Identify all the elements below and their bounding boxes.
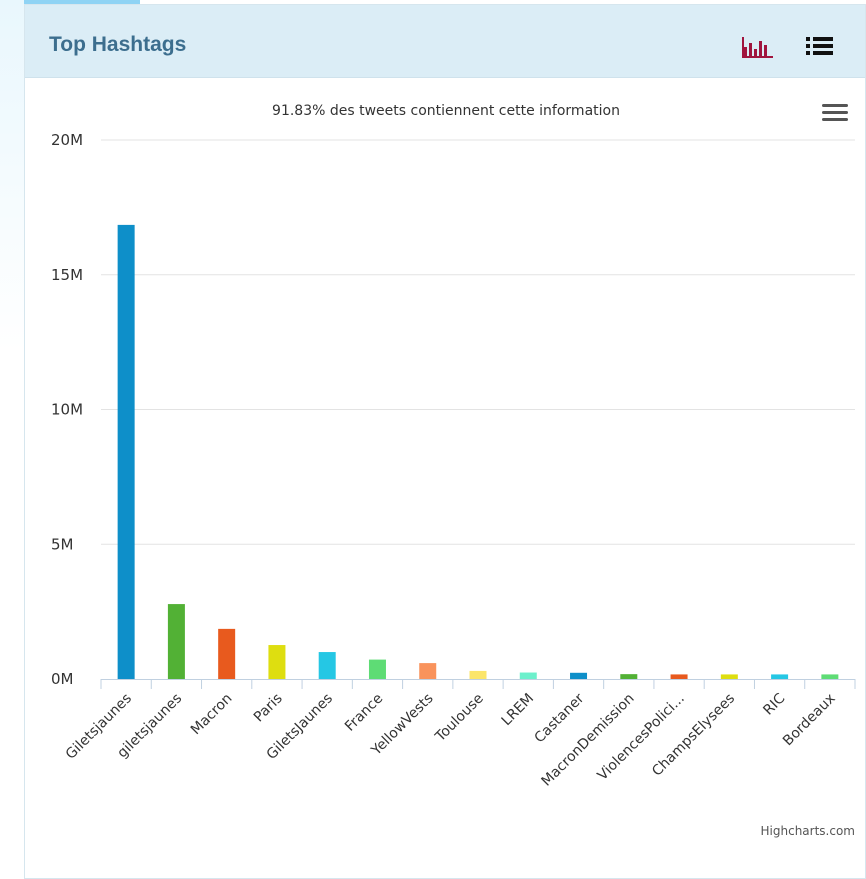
x-tick-label: ViolencesPolici...	[595, 691, 688, 784]
bar	[368, 659, 386, 679]
bar	[268, 645, 286, 679]
y-tick-label: 10M	[51, 401, 83, 419]
bar	[771, 674, 789, 679]
x-tick-label: MacronDemission	[539, 691, 638, 790]
x-tick-label: Macron	[188, 691, 236, 739]
top-hashtags-panel: Top Hashtags 91.83% de	[24, 4, 866, 879]
bar	[318, 652, 336, 679]
list-view-icon[interactable]	[805, 35, 835, 63]
chart-menu-icon[interactable]	[821, 101, 849, 129]
bar	[570, 672, 588, 679]
bar	[720, 674, 738, 679]
bar-chart-icon[interactable]	[741, 35, 775, 63]
credits-link[interactable]: Highcharts.com	[760, 824, 855, 838]
bar	[218, 628, 236, 679]
bar	[670, 674, 688, 679]
x-tick-label: Bordeaux	[780, 691, 839, 750]
background-strip	[0, 0, 24, 879]
bar	[419, 663, 437, 679]
bar	[167, 604, 185, 679]
chart-area: 91.83% des tweets contiennent cette info…	[25, 77, 866, 877]
x-tick-label: LREM	[499, 691, 538, 730]
x-tick-label: Toulouse	[432, 691, 487, 746]
bar	[117, 224, 135, 679]
chart-subtitle: 91.83% des tweets contiennent cette info…	[272, 103, 620, 119]
y-tick-label: 15M	[51, 266, 83, 284]
x-tick-label: RIC	[760, 690, 788, 718]
y-tick-label: 20M	[51, 131, 83, 149]
panel-header: Top Hashtags	[25, 5, 865, 78]
bar	[620, 674, 638, 679]
y-tick-label: 5M	[51, 535, 74, 553]
bar	[821, 674, 839, 679]
x-tick-label: Paris	[251, 691, 286, 726]
x-tick-label: France	[342, 691, 386, 735]
bar	[519, 672, 537, 679]
panel-title: Top Hashtags	[49, 33, 187, 56]
bar	[469, 670, 487, 679]
y-tick-label: 0M	[51, 670, 74, 688]
